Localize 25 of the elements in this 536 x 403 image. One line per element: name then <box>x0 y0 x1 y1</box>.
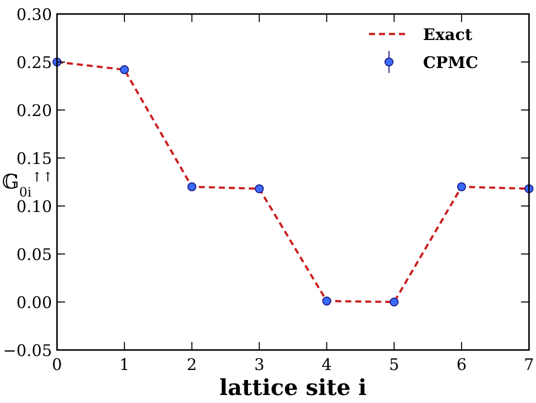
legend-label: Exact <box>423 25 473 44</box>
point <box>390 298 399 306</box>
point <box>322 296 332 306</box>
x-tick-label: 5 <box>389 355 400 374</box>
x-tick-label: 1 <box>119 355 130 374</box>
y-tick-label: 0.20 <box>16 101 52 120</box>
x-tick-label: 3 <box>254 355 264 374</box>
x-tick-label: 7 <box>524 355 534 374</box>
y-tick-label: 0.15 <box>16 149 52 168</box>
x-tick-label: 0 <box>52 355 62 374</box>
y-tick-label: 0.10 <box>16 197 52 216</box>
y-tick-label: 0.05 <box>16 245 52 264</box>
y-tick-label: 0.30 <box>16 5 52 24</box>
point <box>120 65 129 74</box>
y-tick-label: 0.00 <box>16 293 52 312</box>
y-tick-label: 0.25 <box>16 53 52 72</box>
point <box>457 182 466 192</box>
point <box>187 182 196 192</box>
legend-label: CPMC <box>423 53 478 72</box>
x-tick-label: 6 <box>456 355 467 374</box>
point <box>254 184 264 194</box>
y-tick-label: −0.05 <box>2 341 52 360</box>
x-tick-label: 2 <box>186 355 197 374</box>
x-axis-title: lattice site i <box>219 375 367 401</box>
x-tick-label: 4 <box>322 355 332 374</box>
